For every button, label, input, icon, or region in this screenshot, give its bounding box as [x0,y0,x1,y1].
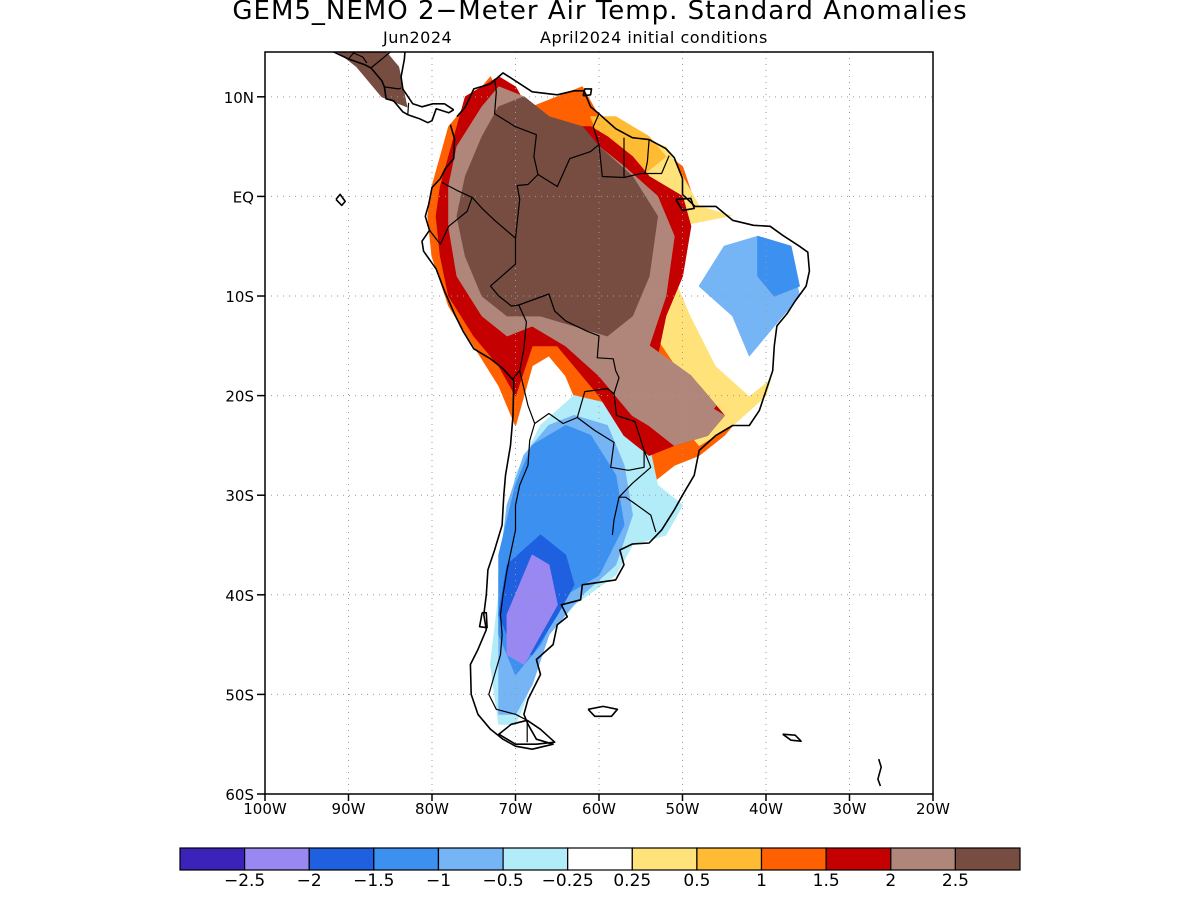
lat-tick-label: 10N [224,89,254,107]
coast-central-america-caribbean [400,52,455,111]
border-brazil-bolivia [518,293,620,394]
colorbar-label: −2 [297,871,322,891]
lon-tick-label: 90W [332,800,366,818]
border-el-salvador [348,52,368,64]
colorbar-label: 2.5 [942,871,969,891]
colorbar-swatch [437,847,504,871]
colorbar-label: 1.5 [813,871,840,891]
anomaly-region-amazon-brown-dark [456,96,658,337]
coast-tierra-del-fuego [497,719,556,746]
colorbar-swatch [244,847,310,871]
border-panama-costarica [407,102,410,115]
colorbar-label: −1 [426,871,451,891]
border-ecuador-peru [429,197,473,245]
lat-tick-label: 40S [225,587,254,605]
border-colombia-ecuador-peru [441,181,519,307]
country-borders [330,19,670,743]
colorbar-label: −2.5 [224,871,265,891]
colorbar-swatch [179,847,246,871]
graticule [265,52,933,794]
lon-tick-label: 100W [243,800,287,818]
lon-tick-label: 80W [415,800,449,818]
lat-tick-label: 60S [225,786,254,804]
border-venezuela-brazil-guyana [537,113,600,188]
coast-chiloe [478,611,488,629]
colorbar-label: 2 [885,871,896,891]
lat-tick-label: EQ [233,188,254,206]
coast-marajo [675,197,696,212]
border-chile-argentina [488,423,536,743]
border-bolivia-south [519,370,615,425]
colorbar-label: −0.5 [482,871,523,891]
border-mexico-guatemala [330,19,344,51]
lon-tick-label: 40W [749,800,783,818]
lon-tick-label: 30W [833,800,867,818]
page-title: GEM5_NEMO 2−Meter Air Temp. Standard Ano… [232,0,968,26]
border-uruguay-argentina [611,497,620,536]
lat-tick-label: 10S [225,288,254,306]
colorbar-swatch [825,847,892,871]
colorbar-label: 0.25 [613,871,651,891]
colorbar-swatch [890,847,956,871]
coast-sandwich-islands [877,758,883,787]
coastlines [332,46,895,787]
lon-tick-label: 70W [499,800,533,818]
border-paraguay [576,393,645,471]
colorbar-swatch [502,847,569,871]
colorbar: −2.5 −2 −1.5 −1 −0.5 −0.25 0.25 0.5 1 1.5 2 2.5 [179,847,1021,891]
lat-tick-label: 20S [225,388,254,406]
anomaly-region-southeast-brazil-brown [648,385,725,446]
coast-south-america-coast [421,72,811,751]
border-peru-bolivia-chile [512,304,528,380]
colorbar-swatch [696,847,763,871]
anomaly-region-central-america-brown [337,52,408,108]
border-colombia-venezuela [494,78,539,239]
colorbar-swatch [567,847,633,871]
anomaly-region-northeast-brazil-cooler [757,235,800,297]
coast-central-america-coast [332,52,455,124]
coast-cape-verde-fragment [887,46,895,49]
border-fr-guiana-line [644,139,650,174]
coast-south-georgia [782,733,802,743]
coast-trinidad [582,88,593,97]
lon-tick-label: 50W [666,800,700,818]
coast-galapagos [335,193,347,207]
initial-conditions-label: April2024 initial conditions [540,28,768,47]
border-argentina-brazil-uruguay [618,450,657,533]
coast-falklands [587,705,619,718]
anomaly-region-patagonia-violet [506,554,558,665]
border-guianas-south [598,144,670,179]
colorbar-swatch [760,847,827,871]
lat-tick-label: 30S [225,487,254,505]
colorbar-swatch [373,847,439,871]
colorbar-swatch [954,847,1021,871]
border-honduras-nicaragua [370,52,393,69]
lon-tick-label: 60W [582,800,616,818]
colorbar-label: −0.25 [542,871,594,891]
lat-tick-label: 50S [225,686,254,704]
colorbar-label: −1.5 [353,871,394,891]
lon-tick-label: 20W [916,800,950,818]
forecast-month: Jun2024 [383,28,453,47]
colorbar-label: 1 [756,871,767,891]
colorbar-label: 0.5 [683,871,710,891]
colorbar-swatch [631,847,698,871]
colorbar-swatch [308,847,375,871]
border-costa-rica-borders [384,86,402,90]
